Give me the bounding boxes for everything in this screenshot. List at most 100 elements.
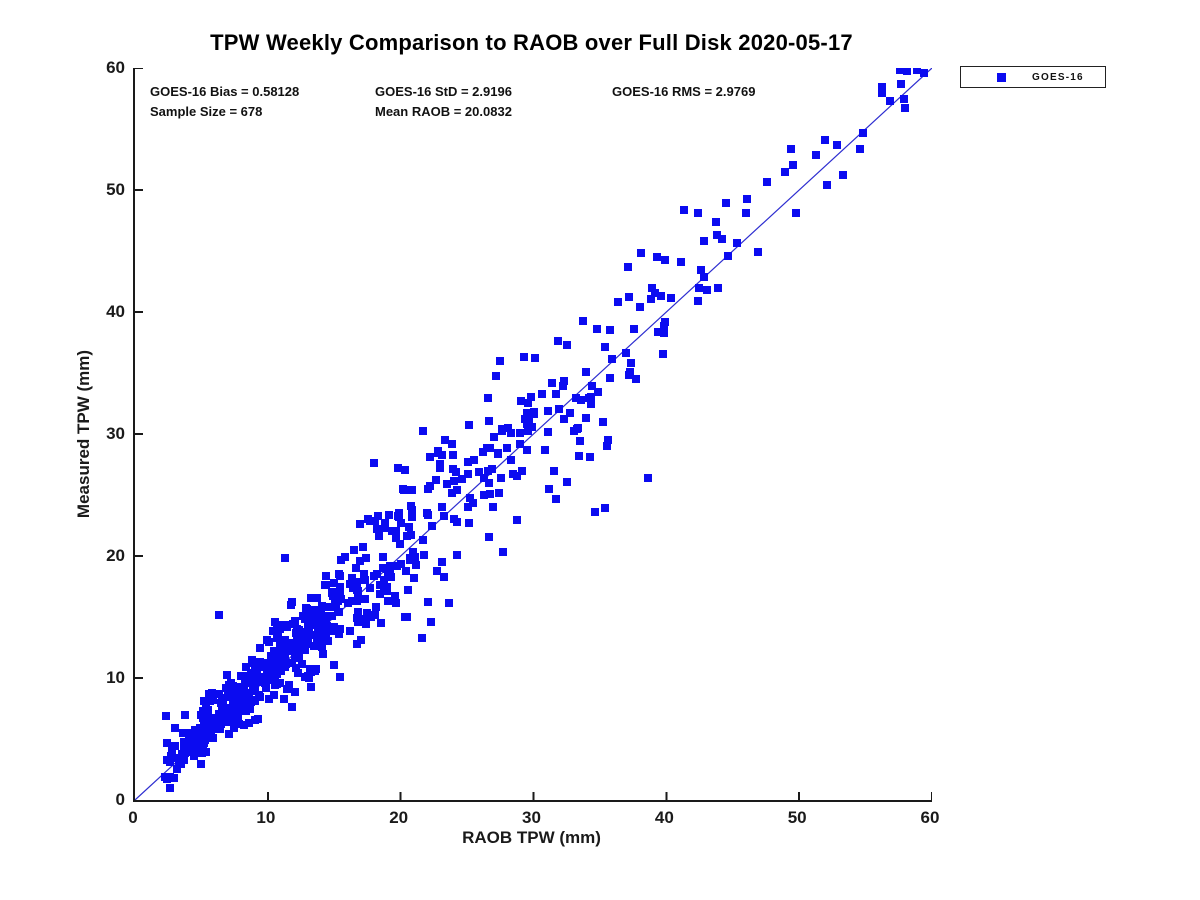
- data-point: [240, 721, 248, 729]
- data-point: [232, 687, 240, 695]
- data-point: [295, 626, 303, 634]
- data-point: [262, 684, 270, 692]
- data-point: [307, 594, 315, 602]
- data-point: [215, 611, 223, 619]
- y-tick-label: 30: [106, 424, 125, 443]
- data-point: [485, 479, 493, 487]
- data-point: [322, 572, 330, 580]
- data-point: [903, 68, 911, 75]
- data-point: [346, 627, 354, 635]
- data-point: [507, 456, 515, 464]
- y-tick-label: 60: [106, 58, 125, 77]
- data-point: [453, 551, 461, 559]
- data-point: [859, 129, 867, 137]
- data-point: [247, 669, 255, 677]
- data-point: [465, 519, 473, 527]
- data-point: [330, 579, 338, 587]
- data-point: [661, 318, 669, 326]
- data-point: [354, 587, 362, 595]
- data-point: [823, 181, 831, 189]
- data-point: [438, 558, 446, 566]
- data-point: [407, 502, 415, 510]
- data-point: [375, 532, 383, 540]
- data-point: [625, 293, 633, 301]
- data-point: [420, 551, 428, 559]
- data-point: [301, 615, 309, 623]
- data-point: [586, 453, 594, 461]
- data-point: [445, 599, 453, 607]
- data-point: [667, 294, 675, 302]
- data-point: [227, 679, 235, 687]
- data-point: [292, 664, 300, 672]
- data-point: [371, 517, 379, 525]
- data-point: [322, 631, 330, 639]
- data-point: [516, 440, 524, 448]
- data-point: [327, 603, 335, 611]
- data-point: [440, 512, 448, 520]
- data-point: [434, 449, 442, 457]
- data-point: [582, 414, 590, 422]
- data-point: [334, 608, 342, 616]
- data-point: [256, 644, 264, 652]
- data-point: [424, 485, 432, 493]
- data-point: [357, 636, 365, 644]
- data-point: [554, 337, 562, 345]
- data-point: [312, 617, 320, 625]
- data-point: [418, 634, 426, 642]
- data-point: [496, 357, 504, 365]
- data-point: [423, 509, 431, 517]
- scatter-canvas: [135, 68, 932, 800]
- data-point: [742, 209, 750, 217]
- data-point: [269, 627, 277, 635]
- x-tick-label: 60: [920, 808, 940, 827]
- data-point: [301, 645, 309, 653]
- data-point: [328, 612, 336, 620]
- data-point: [231, 704, 239, 712]
- data-point: [406, 556, 414, 564]
- data-point: [548, 379, 556, 387]
- data-point: [202, 722, 210, 730]
- data-point: [513, 516, 521, 524]
- data-point: [718, 235, 726, 243]
- data-point: [480, 474, 488, 482]
- data-point: [412, 561, 420, 569]
- data-point: [714, 284, 722, 292]
- chart-title: TPW Weekly Comparison to RAOB over Full …: [210, 30, 853, 55]
- data-point: [448, 489, 456, 497]
- data-point: [350, 546, 358, 554]
- data-point: [239, 685, 247, 693]
- data-point: [436, 464, 444, 472]
- data-point: [438, 503, 446, 511]
- data-point: [582, 368, 590, 376]
- data-point: [307, 683, 315, 691]
- x-tick-label: 50: [787, 808, 807, 827]
- y-tick-label: 20: [106, 546, 125, 565]
- data-point: [362, 620, 370, 628]
- data-point: [544, 407, 552, 415]
- y-tick-label: 40: [106, 302, 125, 321]
- data-point: [410, 574, 418, 582]
- data-point: [498, 425, 506, 433]
- data-point: [404, 586, 412, 594]
- data-point: [594, 388, 602, 396]
- data-point: [288, 598, 296, 606]
- data-point: [281, 647, 289, 655]
- data-point: [450, 515, 458, 523]
- data-point: [318, 643, 326, 651]
- data-point: [587, 400, 595, 408]
- data-point: [555, 405, 563, 413]
- data-point: [376, 581, 384, 589]
- data-point: [495, 489, 503, 497]
- data-point: [585, 394, 593, 402]
- data-point: [653, 253, 661, 261]
- data-point: [659, 350, 667, 358]
- data-point: [381, 519, 389, 527]
- data-point: [449, 451, 457, 459]
- data-point: [781, 168, 789, 176]
- data-point: [237, 672, 245, 680]
- data-point: [452, 468, 460, 476]
- data-point: [405, 523, 413, 531]
- data-point: [245, 719, 253, 727]
- data-point: [354, 595, 362, 603]
- data-point: [391, 592, 399, 600]
